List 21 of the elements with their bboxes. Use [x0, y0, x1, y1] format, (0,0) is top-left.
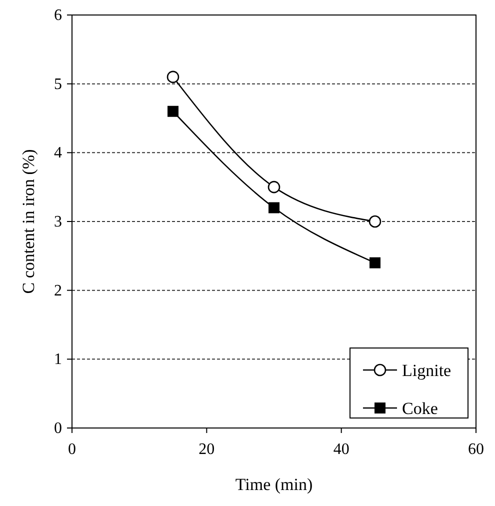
y-tick-label: 0 [54, 420, 62, 437]
point [370, 257, 380, 268]
point [168, 106, 178, 117]
x-tick-label: 40 [333, 441, 350, 458]
y-tick-label: 4 [54, 144, 62, 162]
y-tick-label: 1 [54, 351, 62, 368]
y-tick-label: 6 [54, 7, 62, 24]
point [368, 215, 382, 228]
x-tick-label: 0 [68, 441, 76, 458]
y-axis-title: C content in iron (%) [19, 149, 38, 294]
legend-label: Lignite [402, 361, 452, 380]
legend-label: Coke [402, 399, 438, 418]
x-tick-label: 20 [198, 441, 215, 458]
y-tick-label: 3 [54, 214, 62, 230]
point [166, 70, 180, 84]
y-tick-label: 2 [54, 282, 62, 300]
x-axis-title: Time (min) [235, 475, 313, 494]
point [268, 202, 280, 214]
x-tick-label: 60 [468, 441, 484, 458]
point [268, 180, 280, 194]
y-tick-label: 5 [54, 76, 62, 93]
